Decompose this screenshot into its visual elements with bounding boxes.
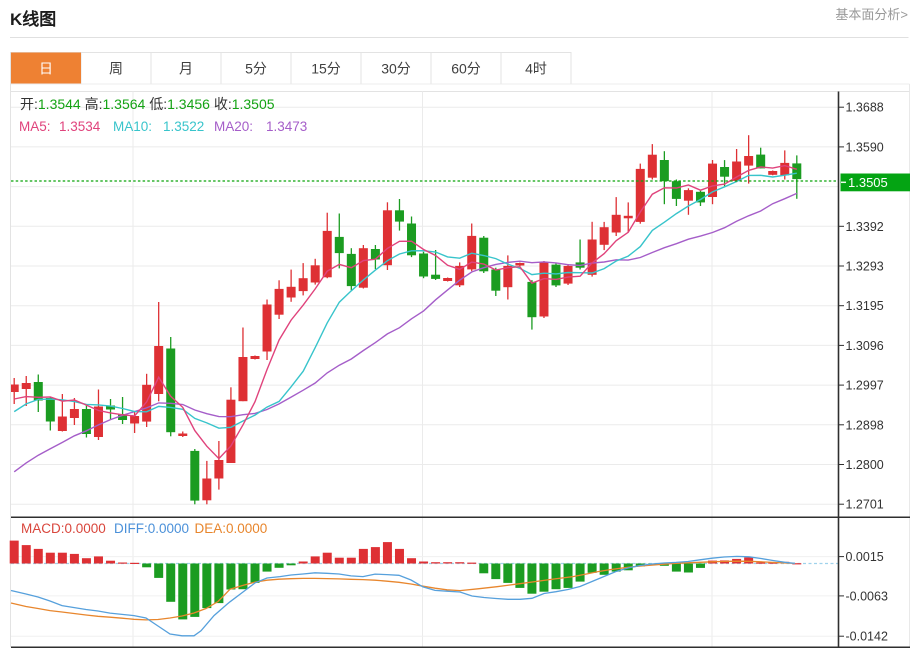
svg-text:0.0015: 0.0015	[846, 550, 884, 564]
svg-text:1.3590: 1.3590	[846, 140, 884, 154]
svg-text:1.2997: 1.2997	[846, 379, 884, 393]
svg-text:K线图: K线图	[10, 9, 56, 29]
svg-text:15分: 15分	[311, 61, 341, 77]
svg-text:1.2800: 1.2800	[846, 458, 884, 472]
svg-text:1.3688: 1.3688	[846, 101, 884, 115]
svg-text:基本面分析>: 基本面分析>	[835, 7, 908, 22]
svg-text:60分: 60分	[451, 61, 481, 77]
svg-text:5分: 5分	[245, 61, 267, 77]
svg-text:1.2898: 1.2898	[846, 418, 884, 432]
svg-text:-0.0142: -0.0142	[846, 630, 888, 644]
svg-text:1.3096: 1.3096	[846, 339, 884, 353]
svg-text:周: 周	[109, 61, 123, 77]
svg-text:4时: 4时	[525, 61, 547, 77]
svg-text:-0.0063: -0.0063	[846, 589, 888, 603]
svg-text:1.2701: 1.2701	[846, 498, 884, 512]
svg-text:1.3392: 1.3392	[846, 220, 884, 234]
svg-text:日: 日	[39, 61, 53, 77]
svg-text:30分: 30分	[381, 61, 411, 77]
svg-text:1.3195: 1.3195	[846, 299, 884, 313]
svg-text:1.3505: 1.3505	[848, 175, 888, 190]
svg-text:月: 月	[179, 61, 193, 77]
svg-text:开:1.3544 高:1.3564 低:1.3456: 开:1.3544 高:1.3564 低:1.3456 收:1.3505	[20, 96, 275, 112]
svg-text:1.3293: 1.3293	[846, 260, 884, 274]
